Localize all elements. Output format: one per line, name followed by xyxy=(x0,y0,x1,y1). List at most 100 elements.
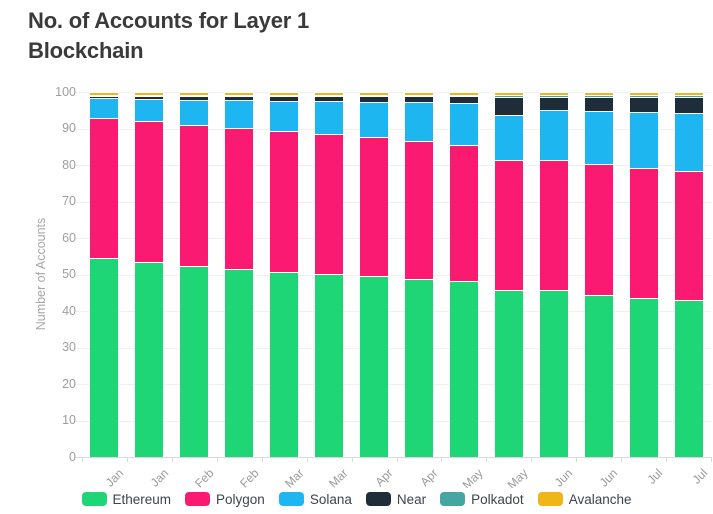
bar-segment-solana[interactable] xyxy=(360,101,389,138)
bar-segment-polygon[interactable] xyxy=(225,127,254,270)
bar-segment-polkadot[interactable] xyxy=(494,94,523,97)
bar-segment-ethereum[interactable] xyxy=(404,278,433,457)
bar-segment-ethereum[interactable] xyxy=(90,258,119,457)
bar-feb-3 xyxy=(225,92,254,457)
bar-segment-polygon[interactable] xyxy=(404,140,433,279)
bar-segment-ethereum[interactable] xyxy=(315,273,344,457)
bar-segment-ethereum[interactable] xyxy=(629,297,658,457)
bar-segment-near[interactable] xyxy=(629,96,658,113)
bar-segment-solana[interactable] xyxy=(449,103,478,145)
bar-segment-solana[interactable] xyxy=(584,111,613,164)
bar-jan-1 xyxy=(135,92,164,457)
x-axis-tick xyxy=(441,457,443,462)
bar-segment-avalanche[interactable] xyxy=(404,92,433,95)
bar-segment-polkadot[interactable] xyxy=(360,94,389,97)
bar-segment-polkadot[interactable] xyxy=(225,94,254,97)
bar-segment-polygon[interactable] xyxy=(180,125,209,267)
bar-segment-solana[interactable] xyxy=(315,100,344,135)
gridline-80 xyxy=(75,165,711,166)
legend-item-polygon[interactable]: Polygon xyxy=(185,492,265,507)
bar-segment-polygon[interactable] xyxy=(270,131,299,272)
bar-segment-near[interactable] xyxy=(360,96,389,102)
bar-segment-near[interactable] xyxy=(674,96,703,114)
bar-segment-polygon[interactable] xyxy=(494,159,523,290)
bar-segment-polygon[interactable] xyxy=(90,118,119,259)
bar-segment-ethereum[interactable] xyxy=(584,294,613,457)
bar-segment-solana[interactable] xyxy=(539,110,568,160)
bar-segment-near[interactable] xyxy=(404,96,433,103)
bar-segment-polkadot[interactable] xyxy=(135,94,164,97)
bar-segment-avalanche[interactable] xyxy=(629,92,658,95)
bar-segment-avalanche[interactable] xyxy=(180,92,209,95)
bar-segment-ethereum[interactable] xyxy=(225,269,254,457)
bar-segment-near[interactable] xyxy=(494,96,523,115)
bar-segment-avalanche[interactable] xyxy=(315,92,344,95)
bar-segment-avalanche[interactable] xyxy=(360,92,389,95)
bar-segment-polygon[interactable] xyxy=(584,163,613,295)
bar-segment-polkadot[interactable] xyxy=(404,94,433,97)
bar-segment-near[interactable] xyxy=(584,96,613,112)
bar-segment-solana[interactable] xyxy=(404,102,433,141)
bar-segment-polygon[interactable] xyxy=(539,159,568,291)
bar-segment-near[interactable] xyxy=(315,96,344,101)
bar-segment-polygon[interactable] xyxy=(135,121,164,263)
bar-segment-polygon[interactable] xyxy=(315,134,344,274)
bar-segment-polygon[interactable] xyxy=(449,144,478,282)
legend-item-ethereum[interactable]: Ethereum xyxy=(81,492,171,507)
bar-segment-near[interactable] xyxy=(90,96,119,99)
bar-segment-solana[interactable] xyxy=(674,113,703,171)
bar-segment-ethereum[interactable] xyxy=(270,271,299,457)
bar-segment-avalanche[interactable] xyxy=(494,92,523,95)
bar-segment-polkadot[interactable] xyxy=(270,94,299,97)
bar-segment-ethereum[interactable] xyxy=(180,266,209,457)
legend-item-avalanche[interactable]: Avalanche xyxy=(537,492,632,507)
bar-segment-avalanche[interactable] xyxy=(270,92,299,95)
bar-segment-near[interactable] xyxy=(225,96,254,101)
legend-item-solana[interactable]: Solana xyxy=(278,492,352,507)
x-axis-tick xyxy=(261,457,263,462)
bar-segment-avalanche[interactable] xyxy=(539,92,568,95)
y-axis-tick-label: 90 xyxy=(62,121,76,135)
bar-segment-polkadot[interactable] xyxy=(180,94,209,97)
bar-segment-polygon[interactable] xyxy=(674,170,703,301)
bar-segment-avalanche[interactable] xyxy=(584,92,613,95)
bar-segment-near[interactable] xyxy=(270,96,299,101)
bar-segment-polygon[interactable] xyxy=(629,168,658,298)
bar-segment-solana[interactable] xyxy=(135,99,164,122)
bar-segment-polkadot[interactable] xyxy=(629,94,658,97)
bar-segment-solana[interactable] xyxy=(494,115,523,160)
bar-segment-avalanche[interactable] xyxy=(135,92,164,95)
bar-segment-avalanche[interactable] xyxy=(674,92,703,95)
x-axis-tick xyxy=(216,457,218,462)
bar-segment-solana[interactable] xyxy=(270,100,299,132)
bar-segment-polkadot[interactable] xyxy=(674,94,703,97)
bar-segment-solana[interactable] xyxy=(180,99,209,126)
legend-item-near[interactable]: Near xyxy=(365,491,427,507)
bar-segment-ethereum[interactable] xyxy=(135,262,164,457)
bar-segment-polygon[interactable] xyxy=(360,137,389,276)
bar-segment-polkadot[interactable] xyxy=(315,94,344,97)
bar-segment-solana[interactable] xyxy=(225,100,254,128)
bar-segment-near[interactable] xyxy=(449,96,478,104)
bar-mar-4 xyxy=(270,92,299,457)
bar-segment-near[interactable] xyxy=(180,96,209,100)
bar-segment-near[interactable] xyxy=(539,96,568,111)
legend-swatch-polygon xyxy=(185,492,211,506)
bar-segment-ethereum[interactable] xyxy=(539,290,568,457)
bar-segment-polkadot[interactable] xyxy=(584,94,613,97)
bar-segment-ethereum[interactable] xyxy=(360,275,389,457)
bar-segment-avalanche[interactable] xyxy=(449,92,478,95)
bar-segment-ethereum[interactable] xyxy=(674,300,703,457)
bar-segment-avalanche[interactable] xyxy=(90,92,119,95)
legend-label: Near xyxy=(396,491,427,507)
legend-item-polkadot[interactable]: Polkadot xyxy=(440,492,524,507)
bar-segment-polkadot[interactable] xyxy=(90,94,119,97)
bar-segment-near[interactable] xyxy=(135,96,164,100)
bar-segment-polkadot[interactable] xyxy=(449,94,478,97)
bar-segment-polkadot[interactable] xyxy=(539,94,568,97)
bar-segment-solana[interactable] xyxy=(90,98,119,119)
bar-segment-solana[interactable] xyxy=(629,112,658,169)
bar-segment-ethereum[interactable] xyxy=(494,289,523,457)
bar-segment-ethereum[interactable] xyxy=(449,281,478,457)
bar-segment-avalanche[interactable] xyxy=(225,92,254,95)
